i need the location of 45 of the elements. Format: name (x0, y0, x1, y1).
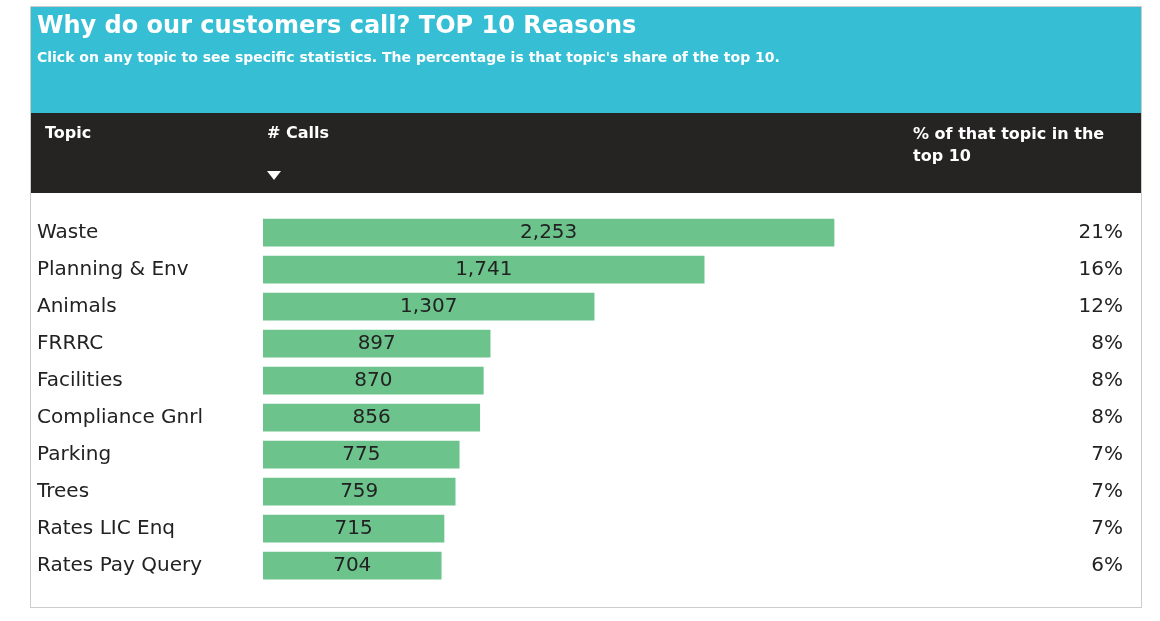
y-tick-label: Animals (37, 292, 117, 317)
bar (263, 255, 705, 284)
y-tick-label: Rates LIC Enq (37, 514, 176, 539)
text: 8% (1091, 403, 1123, 428)
data-label: 1,307 (400, 292, 458, 317)
y-tick-label: Planning & Env (37, 255, 189, 280)
data-label: 856 (352, 403, 391, 428)
data-label: 1,741 (455, 255, 513, 280)
chart-title: Why do our customers call? TOP 10 Reasons (37, 11, 638, 39)
text: 16% (1078, 255, 1123, 280)
text: 7% (1091, 514, 1123, 539)
text: 7% (1091, 440, 1123, 465)
text: 8% (1091, 329, 1123, 354)
y-tick-label: Trees (36, 477, 90, 502)
bar (263, 366, 484, 395)
data-label: 715 (334, 514, 373, 539)
bar (263, 514, 445, 543)
bar (263, 551, 442, 580)
y-tick-label: Facilities (37, 366, 123, 391)
data-label: 704 (333, 551, 372, 576)
bar (263, 218, 835, 247)
y-tick-label: Parking (37, 440, 112, 465)
bar (263, 403, 481, 432)
y-axis-title: Topic (45, 123, 92, 142)
text: 12% (1078, 292, 1123, 317)
text: 21% (1078, 218, 1123, 243)
x-axis-title: # Calls (267, 123, 330, 142)
text: % of that topic in the top 10 (913, 123, 1106, 167)
data-label: 759 (340, 477, 379, 502)
data-label: 2,253 (520, 218, 578, 243)
data-label: 897 (357, 329, 396, 354)
data-label: 870 (354, 366, 393, 391)
y-tick-label: Waste (37, 218, 99, 243)
y-tick-label: FRRRC (37, 329, 104, 354)
y-tick-label: Rates Pay Query (37, 551, 203, 576)
bar (263, 292, 595, 321)
data-label: 775 (342, 440, 381, 465)
bar (263, 477, 456, 506)
bar (263, 440, 460, 469)
text: 8% (1091, 366, 1123, 391)
y-tick-label: Compliance Gnrl (37, 403, 204, 428)
bar (263, 329, 491, 358)
chart-subtitle: Click on any topic to see specific statistics. The percentage is that topic's share of the top 10. (37, 49, 781, 65)
text: 7% (1091, 477, 1123, 502)
text: 6% (1091, 551, 1123, 576)
